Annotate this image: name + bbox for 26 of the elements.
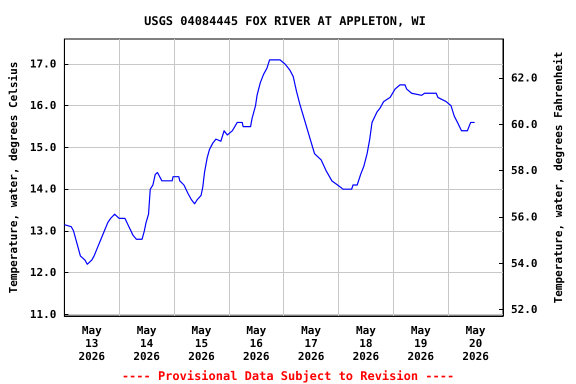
x-tick-label: May 15 2026 bbox=[188, 324, 216, 363]
y2-tick-label: 56.0 bbox=[511, 210, 538, 224]
y-tick-label: 13.0 bbox=[30, 224, 56, 238]
y-axis-title: Temperature, water, degrees Celsius bbox=[7, 62, 20, 294]
y2-tick-label: 54.0 bbox=[511, 256, 538, 270]
text: ---- Provisional Data Subject to Revision ---- bbox=[122, 369, 454, 383]
y-tick-label: 12.0 bbox=[30, 266, 56, 280]
chart-title: USGS 04084445 FOX RIVER AT APPLETON, WI bbox=[144, 14, 426, 28]
y-tick-label: 17.0 bbox=[30, 58, 56, 71]
y-tick-label: 16.0 bbox=[30, 99, 56, 112]
y2-tick-label: 62.0 bbox=[511, 71, 538, 84]
x-tick-label: May 14 2026 bbox=[133, 324, 160, 363]
y2-axis-title: Temperature, water, degrees Fahrenheit bbox=[552, 52, 565, 304]
line-series bbox=[64, 59, 476, 265]
x-tick-label: May 20 2026 bbox=[462, 324, 490, 363]
y2-tick-label: 58.0 bbox=[511, 164, 538, 178]
y2-tick-label: 52.0 bbox=[511, 303, 538, 316]
x-tick-label: May 13 2026 bbox=[78, 324, 106, 363]
y-tick-label: 11.0 bbox=[30, 308, 56, 321]
y2-tick-label: 60.0 bbox=[511, 118, 538, 131]
x-tick-label: May 17 2026 bbox=[298, 324, 325, 363]
y-tick-label: 15.0 bbox=[30, 140, 56, 154]
x-tick-label: May 16 2026 bbox=[243, 324, 270, 363]
x-tick-label: May 19 2026 bbox=[408, 324, 434, 363]
y-tick-label: 14.0 bbox=[30, 182, 56, 196]
x-tick-label: May 18 2026 bbox=[352, 324, 380, 363]
